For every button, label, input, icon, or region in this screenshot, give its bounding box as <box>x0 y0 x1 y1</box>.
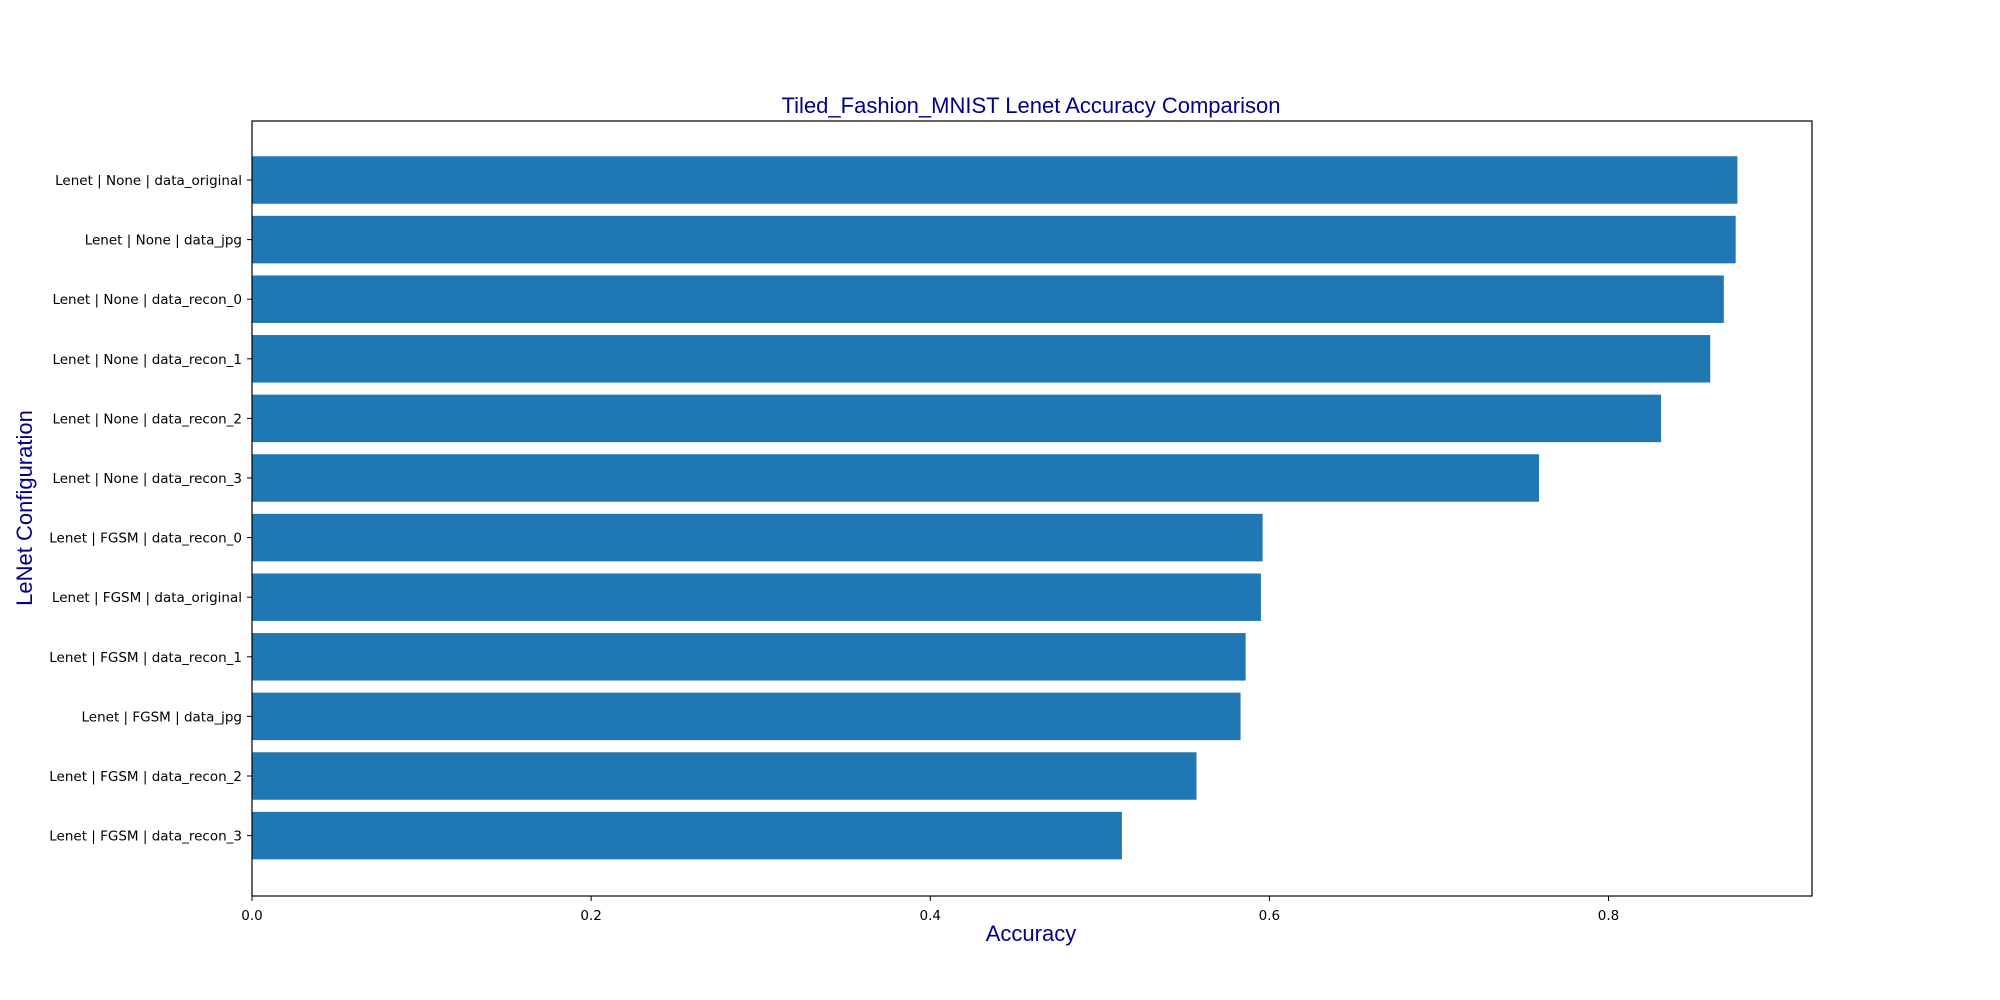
bars-group <box>252 156 1738 860</box>
y-tick-label: Lenet | None | data_recon_3 <box>52 471 242 487</box>
x-tick-label: 0.4 <box>920 908 941 924</box>
bar <box>252 573 1261 621</box>
y-tick-label: Lenet | None | data_jpg <box>85 233 242 249</box>
y-tick-label: Lenet | FGSM | data_original <box>52 590 242 606</box>
x-axis-label: Accuracy <box>986 921 1076 946</box>
bar <box>252 335 1711 383</box>
y-axis-ticks: Lenet | None | data_original Lenet | None… <box>49 173 252 845</box>
y-tick-label: Lenet | None | data_recon_1 <box>52 352 242 368</box>
x-tick-label: 0.2 <box>580 908 601 924</box>
y-tick-label: Lenet | None | data_recon_2 <box>52 411 242 427</box>
y-tick-label: Lenet | FGSM | data_jpg <box>82 709 243 725</box>
x-axis-ticks: 0.0 0.2 0.4 0.6 0.8 <box>241 896 1619 924</box>
plot-frame <box>251 120 1813 897</box>
bar <box>252 275 1724 323</box>
y-tick-label: Lenet | FGSM | data_recon_2 <box>49 769 242 785</box>
bar <box>252 156 1738 204</box>
x-tick-label: 0.8 <box>1598 908 1619 924</box>
bar <box>252 394 1662 443</box>
y-axis-label: LeNet Configuration <box>12 410 37 606</box>
bar <box>252 513 1263 562</box>
y-tick-label: Lenet | FGSM | data_recon_1 <box>49 650 242 666</box>
y-tick-label: Lenet | None | data_original <box>55 173 242 189</box>
x-tick-label: 0.0 <box>241 908 262 924</box>
bar <box>252 752 1197 800</box>
chart-title: Tiled_Fashion_MNIST Lenet Accuracy Compa… <box>782 93 1281 118</box>
x-tick-label: 0.6 <box>1259 908 1280 924</box>
bar <box>252 811 1122 860</box>
bar <box>252 692 1241 741</box>
bar <box>252 633 1246 681</box>
bar <box>252 454 1539 502</box>
y-tick-label: Lenet | None | data_recon_0 <box>52 292 242 308</box>
y-tick-label: Lenet | FGSM | data_recon_0 <box>49 531 242 547</box>
bar <box>252 215 1736 264</box>
y-tick-label: Lenet | FGSM | data_recon_3 <box>49 829 242 845</box>
